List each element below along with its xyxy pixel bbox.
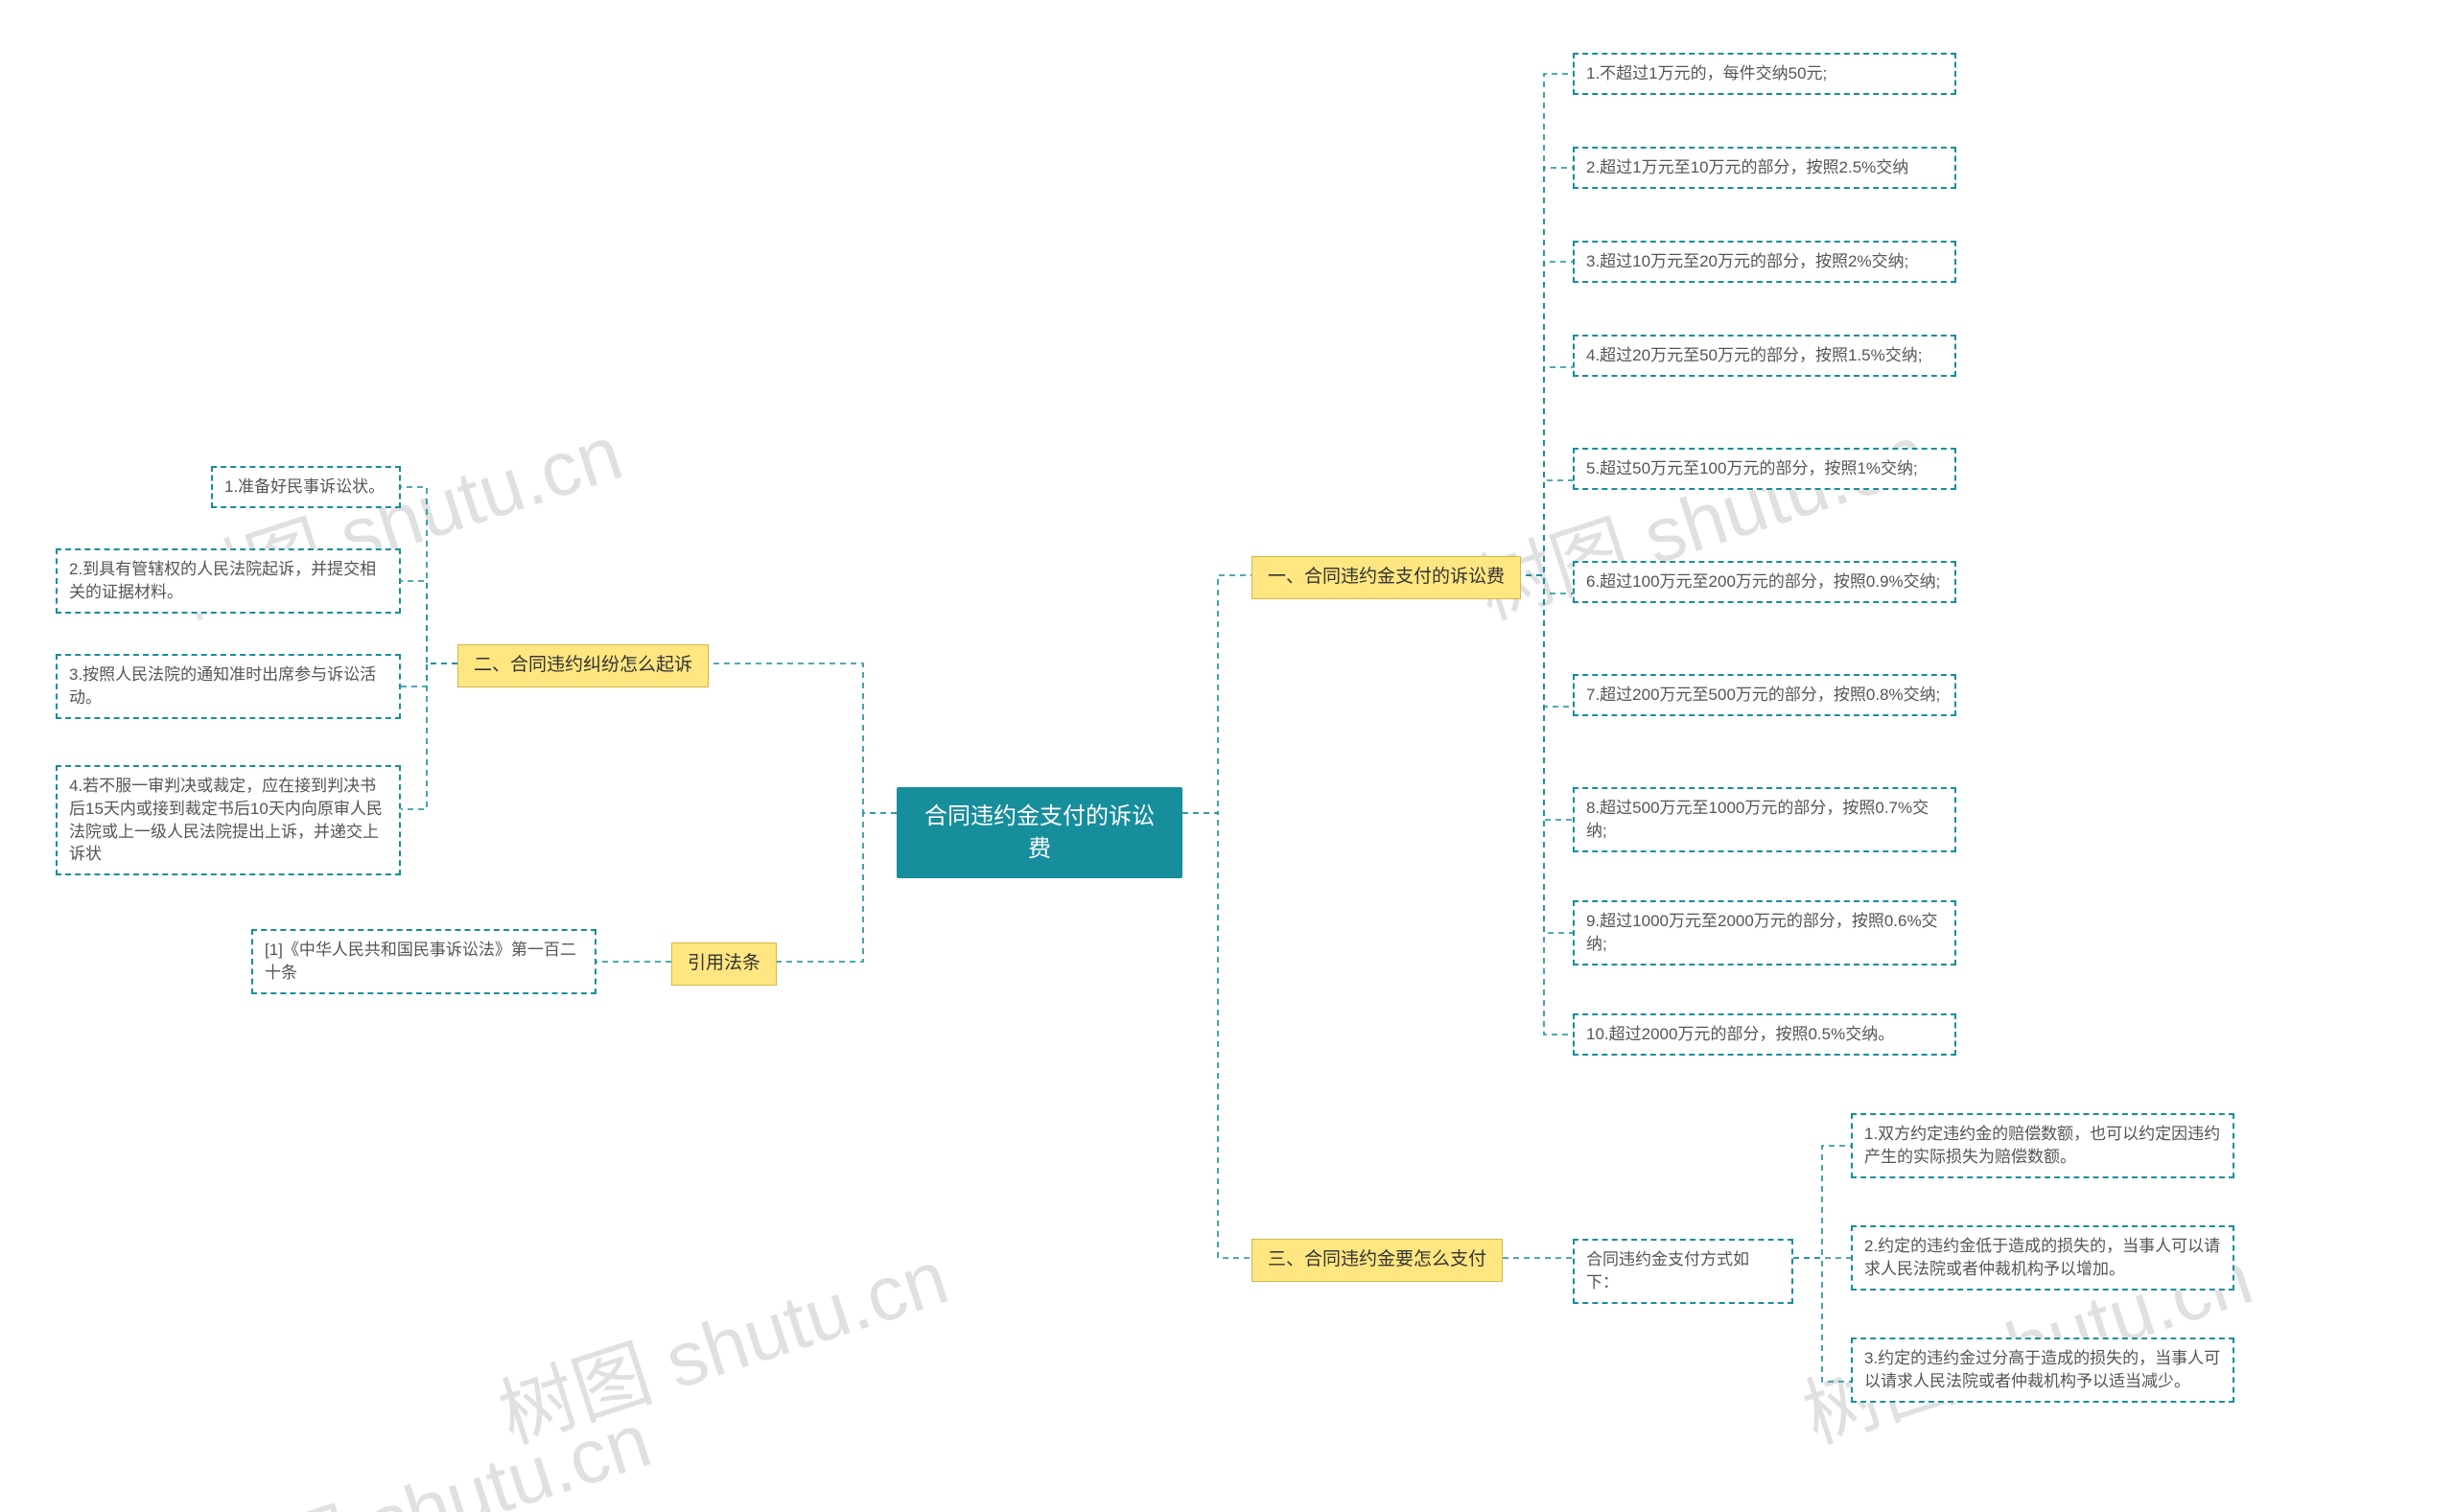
watermark: 树图 shutu.cn <box>186 1379 663 1512</box>
watermark: 树图 shutu.cn <box>483 1216 960 1465</box>
branch-4-item-0: [1]《中华人民共和国民事诉讼法》第一百二十条 <box>251 929 596 994</box>
branch-1-item-6: 7.超过200万元至500万元的部分，按照0.8%交纳; <box>1573 674 1956 716</box>
branch-4: 引用法条 <box>671 942 777 986</box>
branch-1-item-3: 4.超过20万元至50万元的部分，按照1.5%交纳; <box>1573 335 1956 377</box>
branch-1-item-2: 3.超过10万元至20万元的部分，按照2%交纳; <box>1573 241 1956 283</box>
branch-3-item-0: 1.双方约定违约金的赔偿数额，也可以约定因违约产生的实际损失为赔偿数额。 <box>1851 1113 2234 1178</box>
branch-1-item-9: 10.超过2000万元的部分，按照0.5%交纳。 <box>1573 1013 1956 1056</box>
root-node: 合同违约金支付的诉讼费 <box>897 787 1182 878</box>
branch-1-item-0: 1.不超过1万元的，每件交纳50元; <box>1573 53 1956 95</box>
branch-3: 三、合同违约金要怎么支付 <box>1251 1239 1503 1282</box>
branch-2-item-0: 1.准备好民事诉讼状。 <box>211 466 401 508</box>
watermark: 树图 shutu.cn <box>1461 391 1938 640</box>
branch-3-item-2: 3.约定的违约金过分高于造成的损失的，当事人可以请求人民法院或者仲裁机构予以适当… <box>1851 1338 2234 1403</box>
branch-1-item-7: 8.超过500万元至1000万元的部分，按照0.7%交纳; <box>1573 787 1956 852</box>
branch-1-item-5: 6.超过100万元至200万元的部分，按照0.9%交纳; <box>1573 561 1956 603</box>
branch-3-item-1: 2.约定的违约金低于造成的损失的，当事人可以请求人民法院或者仲裁机构予以增加。 <box>1851 1225 2234 1291</box>
branch-2: 二、合同违约纠纷怎么起诉 <box>457 644 709 687</box>
mindmap-canvas: 树图 shutu.cn 树图 shutu.cn 树图 shutu.cn 树图 s… <box>0 0 2455 1512</box>
branch-1-item-1: 2.超过1万元至10万元的部分，按照2.5%交纳 <box>1573 147 1956 189</box>
branch-3-sub: 合同违约金支付方式如下： <box>1573 1239 1793 1304</box>
branch-1-item-4: 5.超过50万元至100万元的部分，按照1%交纳; <box>1573 448 1956 490</box>
branch-2-item-1: 2.到具有管辖权的人民法院起诉，并提交相关的证据材料。 <box>56 548 401 614</box>
branch-1: 一、合同违约金支付的诉讼费 <box>1251 556 1521 599</box>
branch-2-item-2: 3.按照人民法院的通知准时出席参与诉讼活动。 <box>56 654 401 719</box>
branch-1-item-8: 9.超过1000万元至2000万元的部分，按照0.6%交纳; <box>1573 900 1956 965</box>
branch-2-item-3: 4.若不服一审判决或裁定，应在接到判决书后15天内或接到裁定书后10天内向原审人… <box>56 765 401 875</box>
